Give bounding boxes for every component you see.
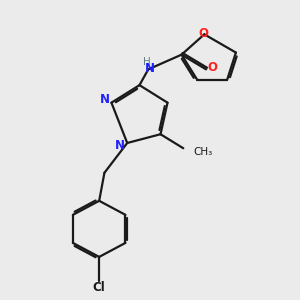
Text: O: O	[199, 27, 208, 40]
Text: N: N	[145, 62, 154, 75]
Text: CH₃: CH₃	[194, 147, 213, 157]
Text: O: O	[207, 61, 218, 74]
Text: N: N	[115, 139, 125, 152]
Text: H: H	[143, 57, 151, 68]
Text: Cl: Cl	[93, 281, 106, 294]
Text: N: N	[99, 93, 110, 106]
